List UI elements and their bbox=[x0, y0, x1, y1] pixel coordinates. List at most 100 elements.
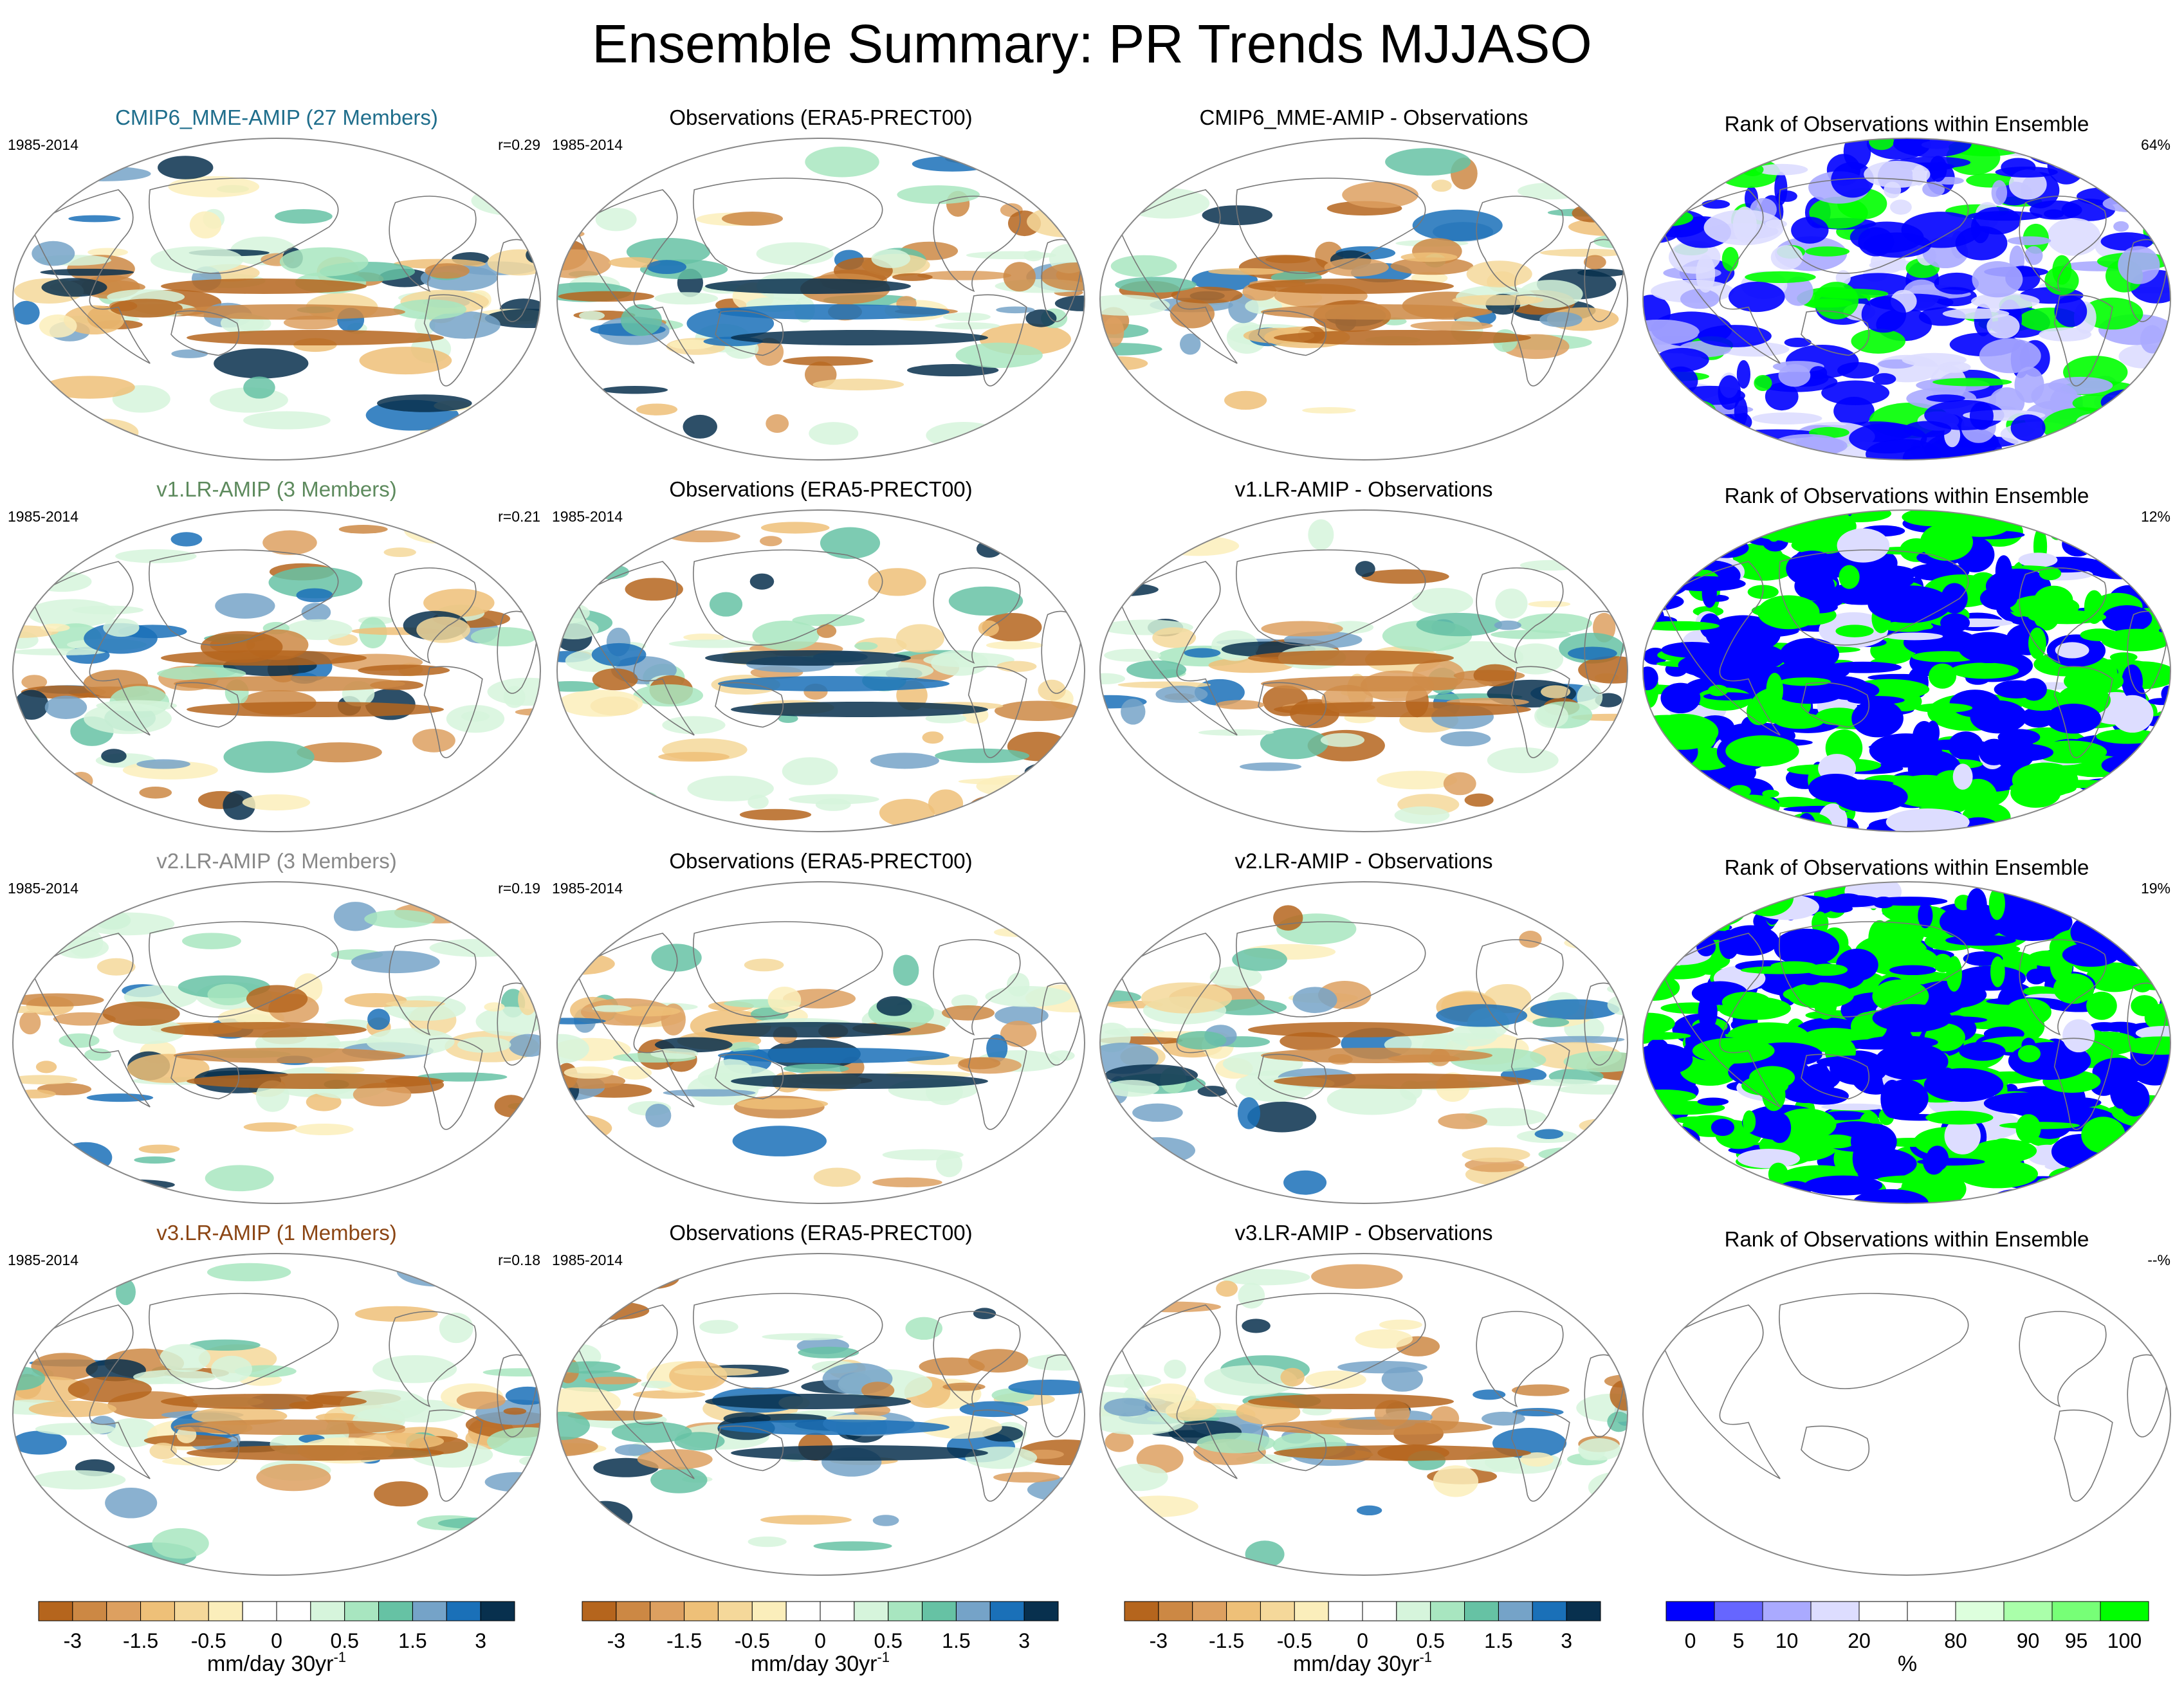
trend-patch bbox=[872, 1515, 899, 1526]
rank-cell bbox=[1812, 911, 1829, 935]
colorbar-swatch bbox=[1158, 1601, 1193, 1621]
colorbar-tick-label: -1.5 bbox=[123, 1629, 158, 1652]
rank-cell bbox=[2122, 175, 2159, 206]
trend-band bbox=[174, 1048, 405, 1063]
trend-patch bbox=[604, 1173, 674, 1191]
trend-patch bbox=[338, 525, 388, 534]
panel-title: v2.LR-AMIP (3 Members) bbox=[156, 849, 397, 873]
colorbar-swatch bbox=[72, 1601, 107, 1621]
rank-cell bbox=[1770, 961, 1817, 971]
rank-cell bbox=[1795, 812, 1817, 832]
trend-patch bbox=[931, 650, 989, 676]
trend-patch bbox=[1104, 648, 1161, 662]
trend-band bbox=[1261, 1048, 1492, 1063]
colorbar-swatch bbox=[1124, 1601, 1159, 1621]
colorbar-swatch bbox=[1294, 1601, 1329, 1621]
trend-patch bbox=[663, 1089, 756, 1097]
colorbar-swatch bbox=[2003, 1601, 2053, 1621]
trend-patch bbox=[917, 270, 1011, 280]
coastline bbox=[30, 933, 151, 1108]
rank-cell bbox=[1979, 338, 2041, 374]
trend-patch bbox=[614, 1444, 652, 1456]
trend-patch bbox=[101, 749, 127, 763]
rank-cell bbox=[1891, 774, 1961, 808]
rank-cell bbox=[2111, 545, 2134, 565]
trend-patch bbox=[205, 1165, 274, 1192]
coastline bbox=[1660, 1304, 1781, 1479]
trend-patch bbox=[557, 1018, 606, 1025]
trend-patch bbox=[1171, 286, 1243, 304]
trend-patch bbox=[783, 1064, 849, 1073]
trend-band bbox=[161, 1394, 367, 1409]
coastline bbox=[1779, 1293, 1969, 1389]
colorbar-tick-label: 80 bbox=[1944, 1629, 1967, 1652]
trend-patch bbox=[1025, 309, 1057, 327]
colorbar-swatch bbox=[955, 1601, 991, 1621]
rank-cell bbox=[1684, 810, 1756, 829]
rank-cell bbox=[1784, 338, 1812, 347]
rank-cell bbox=[1939, 904, 2006, 940]
trend-patch bbox=[744, 958, 784, 972]
rank-cell bbox=[1902, 446, 1935, 460]
rank-cell bbox=[1711, 1057, 1734, 1084]
colorbar-swatch bbox=[1362, 1601, 1397, 1621]
rank-cell bbox=[1791, 217, 1829, 244]
colorbar-tick-label: -3 bbox=[1150, 1629, 1168, 1652]
trend-patch bbox=[243, 411, 331, 430]
colorbar-tick-label: 20 bbox=[1848, 1629, 1871, 1652]
rank-cell bbox=[2081, 1117, 2125, 1154]
trend-patch bbox=[985, 986, 1072, 1007]
trend-patch bbox=[1029, 1163, 1072, 1173]
trend-patch bbox=[138, 1144, 180, 1154]
rank-cell bbox=[2086, 991, 2117, 1020]
trend-patch bbox=[152, 1528, 209, 1559]
rank-cell bbox=[2109, 652, 2138, 662]
trend-patch bbox=[1607, 1411, 1628, 1432]
trend-band bbox=[161, 650, 367, 666]
rank-cell bbox=[2062, 1019, 2095, 1053]
trend-patch bbox=[1523, 1079, 1598, 1086]
trend-patch bbox=[13, 400, 62, 416]
trend-patch bbox=[1184, 648, 1221, 658]
rank-cell bbox=[1643, 769, 1676, 792]
rank-cell bbox=[2046, 704, 2102, 734]
rank-cell bbox=[1804, 1175, 1883, 1196]
trend-patch bbox=[595, 208, 637, 232]
rank-cell bbox=[1886, 632, 1943, 641]
rank-cell bbox=[1918, 902, 1933, 929]
trend-band bbox=[187, 330, 444, 345]
rank-cell bbox=[1752, 412, 1822, 424]
trend-patch bbox=[13, 1075, 78, 1084]
trend-patch bbox=[1003, 262, 1036, 292]
rank-cell bbox=[1992, 823, 2008, 832]
trend-patch bbox=[897, 185, 980, 205]
rank-cell bbox=[1770, 245, 1803, 270]
rank-cell bbox=[2111, 695, 2154, 733]
trend-patch bbox=[1519, 931, 1542, 948]
trend-patch bbox=[854, 642, 878, 650]
map-panel-rankdense bbox=[1642, 881, 2171, 1204]
coastline bbox=[1236, 178, 1426, 274]
coastline bbox=[389, 939, 477, 1036]
coastline bbox=[170, 1054, 240, 1100]
trend-patch bbox=[683, 633, 724, 641]
rank-cell bbox=[1643, 1129, 1666, 1144]
map-border bbox=[1642, 881, 2171, 1204]
trend-patch bbox=[674, 1367, 759, 1376]
trend-patch bbox=[215, 593, 275, 619]
trend-patch bbox=[487, 249, 540, 276]
rank-cell bbox=[2042, 511, 2093, 528]
colorbar-tick-label: 3 bbox=[475, 1629, 486, 1652]
trend-patch bbox=[942, 312, 991, 322]
trend-patch bbox=[766, 414, 789, 433]
rank-cell bbox=[2113, 221, 2129, 232]
trend-patch bbox=[437, 1517, 518, 1529]
coastline bbox=[30, 561, 151, 736]
rank-cell bbox=[1728, 281, 1785, 313]
map-border bbox=[556, 881, 1085, 1204]
colorbar-swatch bbox=[820, 1601, 855, 1621]
map-border bbox=[556, 138, 1085, 461]
rank-cell bbox=[1756, 163, 1808, 176]
trend-patch bbox=[1025, 1354, 1085, 1371]
trend-patch bbox=[262, 530, 317, 555]
